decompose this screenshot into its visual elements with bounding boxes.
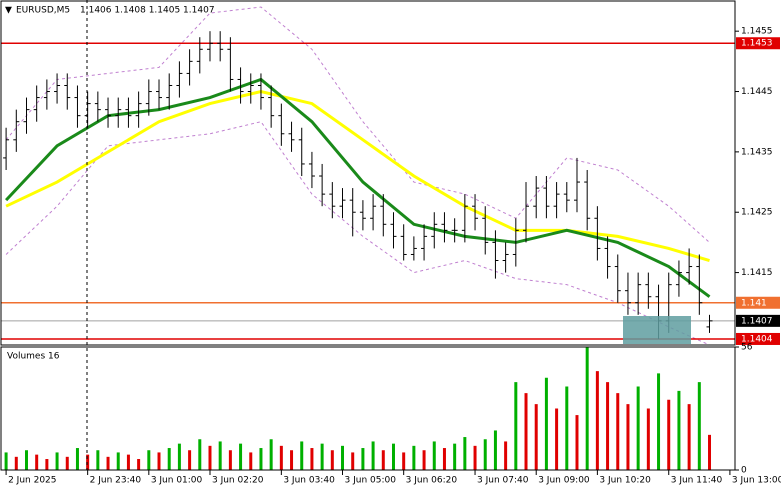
x-tick-label: 3 Jun 05:00 <box>345 476 397 486</box>
price-frame <box>0 0 736 346</box>
y-tick-label: 1.1415 <box>741 268 773 278</box>
symbol: EURUSD,M5 <box>16 6 70 16</box>
y-tick-label: 0 <box>741 466 747 476</box>
x-tick-label: 2 Jun 2025 <box>8 476 56 486</box>
indicator-line <box>5 121 710 346</box>
price-tag-label: 1.1453 <box>741 39 773 49</box>
y-tick-label: 1.1455 <box>741 27 773 37</box>
price-tag-label: 1.141 <box>741 298 767 308</box>
x-tick-label: 3 Jun 10:20 <box>599 476 651 486</box>
volume-title: Volumes 16 <box>7 352 60 362</box>
x-tick-label: 3 Jun 03:40 <box>283 476 335 486</box>
highlight-zone <box>623 316 691 344</box>
x-tick-label: 3 Jun 09:00 <box>538 476 590 486</box>
x-tick-label: 3 Jun 02:20 <box>212 476 264 486</box>
y-tick-label: 1.1435 <box>741 147 773 157</box>
indicator-line <box>5 6 710 243</box>
plot <box>1 6 735 470</box>
x-tick-label: 3 Jun 13:00 <box>732 476 781 486</box>
price-tag <box>736 314 780 327</box>
x-tick-label: 3 Jun 01:00 <box>151 476 203 486</box>
indicator-line <box>5 89 710 262</box>
price-tag <box>736 332 780 345</box>
price-tag <box>736 37 780 50</box>
y-tick-label: 56 <box>741 343 753 353</box>
y-tick-label: 1.1445 <box>741 87 773 97</box>
x-tick-label: 3 Jun 06:20 <box>406 476 458 486</box>
x-tick-label: 3 Jun 11:40 <box>671 476 723 486</box>
x-tick-label: 3 Jun 07:40 <box>477 476 529 486</box>
menu-arrow[interactable]: ▼ <box>5 6 12 16</box>
volume-frame <box>0 346 736 471</box>
price-tag <box>736 296 780 309</box>
price-tag-label: 1.1404 <box>741 334 773 344</box>
indicator-line <box>5 77 711 298</box>
ohlc-info: 1.1406 1.1408 1.1405 1.1407 <box>80 6 215 16</box>
x-tick-label: 2 Jun 23:40 <box>90 476 142 486</box>
y-tick-label: 1.1425 <box>741 208 773 218</box>
price-tag-label: 1.1407 <box>741 316 773 326</box>
